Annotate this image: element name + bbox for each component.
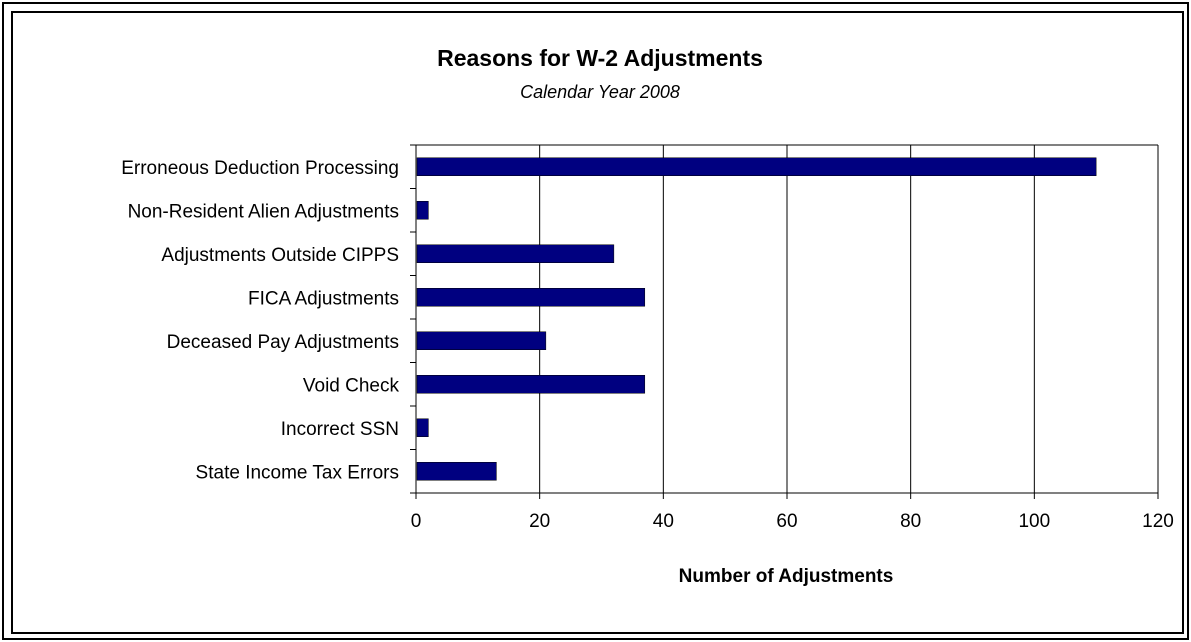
gridlines (539, 145, 1159, 493)
x-tick-label: 40 (653, 511, 674, 532)
bar-5 (416, 375, 646, 394)
category-label: Incorrect SSN (281, 419, 399, 440)
category-labels: Erroneous Deduction Processing Non-Reside… (121, 158, 399, 484)
bar-3 (416, 288, 646, 307)
x-axis-title: Number of Adjustments (679, 566, 894, 587)
bar-2 (416, 244, 615, 263)
x-tick-label: 120 (1142, 511, 1174, 532)
chart-title: Reasons for W-2 Adjustments (437, 45, 763, 71)
category-label: Non-Resident Alien Adjustments (128, 201, 399, 222)
category-label: Adjustments Outside CIPPS (161, 245, 399, 266)
x-tick-label: 100 (1018, 511, 1050, 532)
x-tick-label: 0 (411, 511, 422, 532)
category-label: Erroneous Deduction Processing (121, 158, 399, 179)
x-tick-label: 80 (900, 511, 921, 532)
category-label: State Income Tax Errors (196, 462, 399, 483)
chart-subtitle: Calendar Year 2008 (520, 82, 680, 102)
x-tick-labels: 0 20 40 60 80 100 120 (411, 511, 1174, 532)
category-label: FICA Adjustments (248, 288, 399, 309)
bar-6 (416, 418, 429, 437)
axes (410, 144, 1159, 499)
bar-1 (416, 201, 429, 220)
bar-7 (416, 462, 497, 481)
bar-0 (416, 157, 1097, 176)
x-tick-label: 60 (776, 511, 797, 532)
bar-4 (416, 331, 547, 350)
category-label: Void Check (303, 375, 400, 396)
category-label: Deceased Pay Adjustments (167, 332, 399, 353)
chart-border-inner (11, 11, 1184, 634)
bars (416, 157, 1097, 481)
x-tick-label: 20 (529, 511, 550, 532)
